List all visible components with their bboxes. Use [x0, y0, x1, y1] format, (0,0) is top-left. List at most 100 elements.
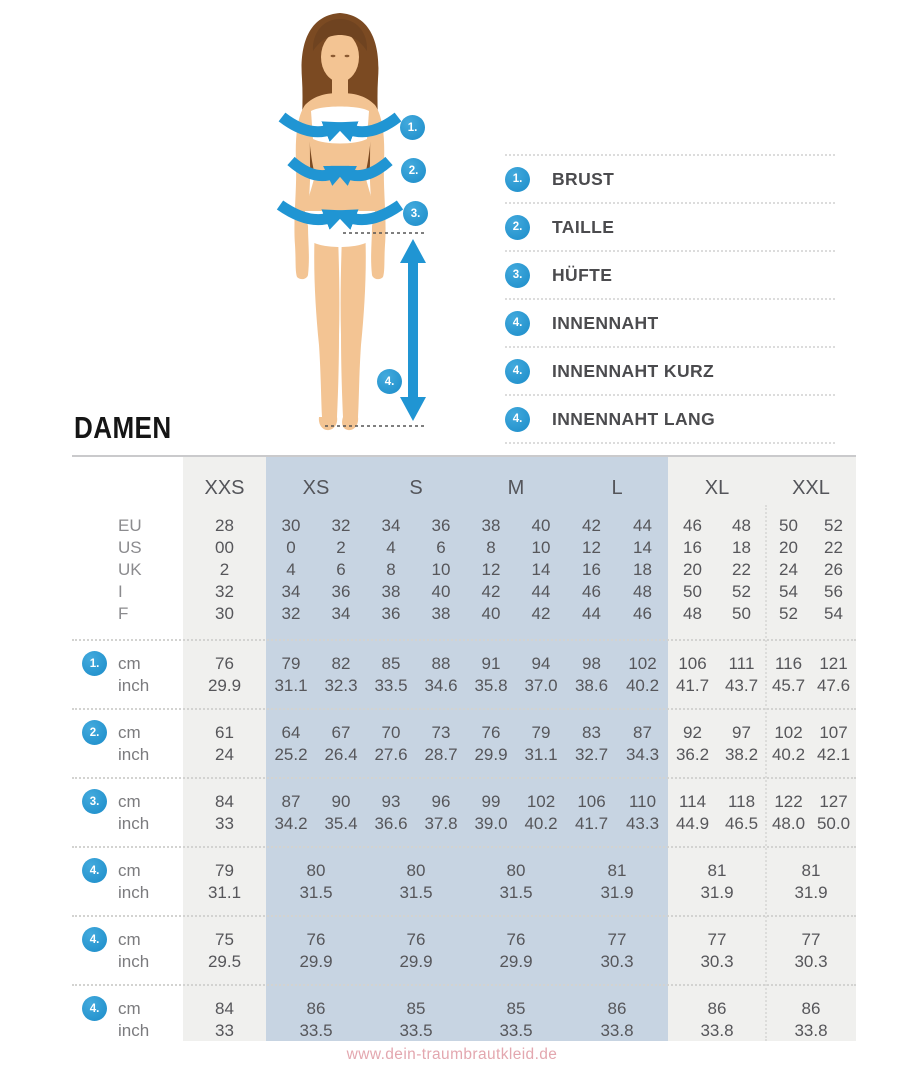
- measurement-group-innennaht-lang: 4. cm inch 84 33 86 33.5 85 33.5 85 33.5 86 33.8 86 33…: [72, 984, 856, 1053]
- size-value-cell: 32 34: [281, 604, 351, 623]
- measurement-cell: 75 29.5: [207, 929, 242, 971]
- size-value-cell: 30 32: [281, 516, 351, 535]
- size-value-cell: 32: [215, 582, 234, 601]
- legend-number-badge: 4.: [505, 406, 530, 432]
- region-label: F: [118, 604, 129, 623]
- measurement-cell: 102 107 40.2 42.1: [771, 722, 851, 764]
- size-value-cell: 38 40: [381, 582, 451, 601]
- size-value-cell: 46 48: [683, 516, 751, 535]
- size-value-cell: 44 46: [582, 604, 652, 623]
- unit-labels: cm inch: [118, 722, 150, 764]
- legend-item-innennaht-lang: 4. INNENNAHT LANG: [505, 396, 835, 444]
- size-column-header: L: [611, 477, 623, 499]
- measurement-cell: 76 29.9: [399, 929, 433, 971]
- figure-marker-1: 1.: [400, 115, 425, 140]
- size-value-cell: 28: [215, 516, 234, 535]
- legend-item-brust: 1. BRUST: [505, 156, 835, 204]
- size-column-header: XS: [302, 477, 330, 499]
- measurement-cell: 76 29.9: [299, 929, 333, 971]
- measurement-cell: 76 29.9: [207, 653, 242, 695]
- legend-number-badge: 4.: [505, 310, 530, 336]
- measurement-cell: 91 94 35.8 37.0: [474, 653, 558, 695]
- legend-label: TAILLE: [552, 216, 615, 237]
- size-value-cell: 50 52: [683, 582, 751, 601]
- region-label: EU: [118, 516, 142, 535]
- conversion-row-uk: UK 2 4 6 8 10 12 14 16 18 20 22 24 26: [72, 559, 856, 581]
- size-conversion-block: EU 28 30 32 34 36 38 40 42 44 46 48 50 52 US 00 0 2 4 6 8 10 1…: [72, 507, 856, 639]
- measurement-cell: 79 31.1: [207, 860, 242, 902]
- measurement-cell: 86 33.5: [299, 998, 333, 1040]
- measurement-cell: 81 31.9: [700, 860, 734, 902]
- region-label: I: [118, 582, 123, 601]
- size-value-cell: 12 14: [481, 560, 551, 579]
- measure-number-badge: 4.: [82, 996, 107, 1021]
- page-title: DAMEN: [74, 410, 172, 445]
- measurement-cell: 76 29.9: [499, 929, 533, 971]
- unit-labels: cm inch: [118, 653, 150, 695]
- measurement-cell: 61 24: [215, 722, 234, 764]
- unit-labels: cm inch: [118, 998, 150, 1040]
- legend-label: INNENNAHT: [552, 312, 659, 333]
- size-value-cell: 20 22: [779, 538, 843, 557]
- measurement-cell: 122 127 48.0 50.0: [771, 791, 851, 833]
- measurement-cell: 85 88 33.5 34.6: [374, 653, 458, 695]
- measure-number-badge: 1.: [82, 651, 107, 676]
- measurement-group-taille: 2. cm inch 61 24 64 67 25.2 26.4 70 73 27.6 28.7 76 79…: [72, 708, 856, 777]
- measurement-cell: 85 33.5: [499, 998, 533, 1040]
- legend-item-taille: 2. TAILLE: [505, 204, 835, 252]
- unit-labels: cm inch: [118, 929, 150, 971]
- unit-labels: cm inch: [118, 791, 150, 833]
- size-value-cell: 42 44: [481, 582, 551, 601]
- measurement-cell: 80 31.5: [299, 860, 333, 902]
- size-column-header: XXL: [792, 477, 830, 499]
- measurement-label-cell: 3. cm inch: [72, 779, 183, 846]
- size-value-cell: 38 40: [481, 516, 551, 535]
- hip-arrow: [276, 200, 404, 230]
- unit-labels: cm inch: [118, 860, 150, 902]
- size-value-cell: 30: [215, 604, 234, 623]
- measurement-cell: 86 33.8: [600, 998, 634, 1040]
- measurement-cell: 80 31.5: [399, 860, 433, 902]
- figure-marker-2: 2.: [401, 158, 426, 183]
- measurement-cell: 76 79 29.9 31.1: [474, 722, 558, 764]
- body-measurement-figure: 1. 2. 3. 4.: [255, 5, 470, 445]
- column-band-xs-to-l: [266, 457, 668, 1041]
- size-value-cell: 42 44: [582, 516, 652, 535]
- conversion-row-f: F 30 32 34 36 38 40 42 44 46 48 50 52 54: [72, 603, 856, 625]
- legend-item-innennaht: 4. INNENNAHT: [505, 300, 835, 348]
- size-value-cell: 16 18: [582, 560, 652, 579]
- legend-label: BRUST: [552, 168, 615, 189]
- measurement-cell: 93 96 36.6 37.8: [374, 791, 458, 833]
- measurement-cell: 116 121 45.7 47.6: [771, 653, 851, 695]
- size-table: XXS XS S M L XL XXL EU 28 30 32 34 36 38 40 42 44…: [72, 455, 856, 1041]
- size-value-cell: 20 22: [683, 560, 751, 579]
- size-value-cell: 8 10: [386, 560, 451, 579]
- size-value-cell: 2: [219, 560, 230, 579]
- region-label: UK: [118, 560, 142, 579]
- legend-number-badge: 2.: [505, 214, 530, 240]
- measurement-group-hüfte: 3. cm inch 84 33 87 90 34.2 35.4 93 96 36.6 37.8 99 10…: [72, 777, 856, 846]
- legend-item-huefte: 3. HÜFTE: [505, 252, 835, 300]
- size-column-header: S: [409, 477, 423, 499]
- measurement-cell: 77 30.3: [700, 929, 734, 971]
- size-value-cell: 40 42: [481, 604, 551, 623]
- measure-number-badge: 2.: [82, 720, 107, 745]
- measurement-cell: 85 33.5: [399, 998, 433, 1040]
- figure-marker-3: 3.: [403, 201, 428, 226]
- measurement-legend: 1. BRUST 2. TAILLE 3. HÜFTE 4. INNENNAHT…: [505, 154, 835, 444]
- measurement-cell: 114 118 44.9 46.5: [675, 791, 759, 833]
- conversion-row-us: US 00 0 2 4 6 8 10 12 14 16 18 20 22: [72, 537, 856, 559]
- measurement-cell: 106 111 41.7 43.7: [675, 653, 759, 695]
- size-value-cell: 46 48: [582, 582, 652, 601]
- measurement-group-innennaht-kurz: 4. cm inch 75 29.5 76 29.9 76 29.9 76 29.9 77 30.3 77…: [72, 915, 856, 984]
- measure-number-badge: 4.: [82, 927, 107, 952]
- size-value-cell: 50 52: [779, 516, 843, 535]
- measure-number-badge: 3.: [82, 789, 107, 814]
- legend-label: HÜFTE: [552, 264, 613, 285]
- size-value-cell: 48 50: [683, 604, 751, 623]
- measurement-cell: 92 97 36.2 38.2: [675, 722, 759, 764]
- size-value-cell: 24 26: [779, 560, 843, 579]
